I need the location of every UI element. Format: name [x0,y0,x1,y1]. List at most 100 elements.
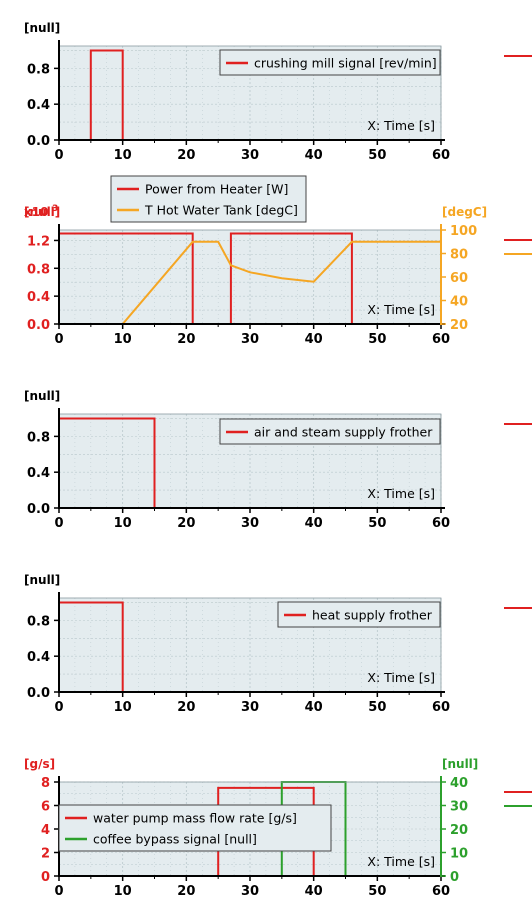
x-tick-label: 20 [177,516,195,531]
x-tick-label: 50 [368,148,386,163]
y2-axis-unit-label: [null] [442,757,478,771]
legend: heat supply frother [277,601,441,628]
y-axis-multiplier-label: x10 [24,205,48,219]
legend-label: Power from Heater [W] [145,182,288,197]
y2-tick-label: 80 [450,248,468,263]
y-axis-multiplier-exponent: 3 [52,204,58,214]
legend: air and steam supply frother [219,418,441,445]
legend-label: coffee bypass signal [null] [93,832,257,847]
y-tick-label: 0.0 [27,502,50,517]
chart-2: 0 10 20 30 40 50 60 0.0 0.4 0.8 1.2 [null]x10 3 20 40 6… [24,175,532,347]
y2-tick-label: 40 [450,295,468,310]
legend: water pump mass flow rate [g/s] coffee by… [58,804,332,852]
legend: crushing mill signal [rev/min] [219,49,441,76]
y-tick-label: 0.4 [27,290,50,305]
y-tick-label: 8 [41,776,50,791]
x-tick-label: 20 [177,700,195,715]
y-tick-label: 0.8 [27,62,50,77]
legend-label: T Hot Water Tank [degC] [144,203,298,218]
y-tick-label: 0.4 [27,466,50,481]
y-tick-label: 1.2 [27,234,50,249]
x-tick-label: 40 [305,516,323,531]
y-tick-label: 2 [41,847,50,862]
legend: Power from Heater [W] T Hot Water Tank [d… [110,175,307,223]
y2-axis-unit-label: [degC] [442,205,487,219]
y-axis-unit-label: [null] [24,21,60,35]
x-tick-label: 30 [241,516,259,531]
chart-4: 0 10 20 30 40 50 60 0.0 0.4 0.8 [null] X: Time [s] h… [24,573,532,715]
y2-tick-label: 60 [450,271,468,286]
x-tick-label: 0 [54,148,63,163]
x-tick-label: 0 [54,516,63,531]
y-tick-label: 0.8 [27,430,50,445]
chart-5: 0 10 20 30 40 50 6002468[g/s]010203040[null]X:… [24,757,532,899]
x-axis-label: X: Time [s] [367,854,435,869]
y-tick-label: 0.4 [27,98,50,113]
x-axis-label: X: Time [s] [367,302,435,317]
y-axis-unit-label: [g/s] [24,757,55,771]
y-tick-label: 0.0 [27,134,50,149]
y2-tick-label: 20 [450,823,468,838]
y2-tick-label: 20 [450,318,468,333]
legend-box [110,175,307,223]
y-axis-unit-label: [null] [24,205,60,219]
x-tick-label: 20 [177,148,195,163]
x-tick-label: 60 [432,700,450,715]
legend-box [219,418,441,445]
x-tick-label: 0 [54,700,63,715]
y2-tick-label: 30 [450,800,468,815]
x-tick-label: 50 [368,516,386,531]
x-tick-label: 50 [368,700,386,715]
legend-label: air and steam supply frother [254,425,433,440]
x-tick-label: 50 [368,884,386,899]
legend-label: water pump mass flow rate [g/s] [93,811,297,826]
x-tick-label: 30 [241,884,259,899]
series-line-2 [59,240,441,325]
x-tick-label: 50 [368,332,386,347]
legend-label: crushing mill signal [rev/min] [254,56,437,71]
y2-tick-label: 10 [450,847,468,862]
x-tick-label: 30 [241,148,259,163]
y-tick-label: 0.0 [27,686,50,701]
x-tick-label: 60 [432,148,450,163]
x-tick-label: 40 [305,884,323,899]
x-tick-label: 20 [177,884,195,899]
x-tick-label: 10 [114,148,132,163]
chart-3: 0 10 20 30 40 50 60 0.0 0.4 0.8 [null] X: Time [s] a… [24,389,532,531]
x-tick-label: 10 [114,516,132,531]
y-tick-label: 0.8 [27,614,50,629]
x-tick-label: 40 [305,148,323,163]
series-line-1 [59,232,441,325]
x-tick-label: 40 [305,700,323,715]
plot-area [59,230,441,324]
x-tick-label: 30 [241,332,259,347]
x-tick-label: 60 [432,884,450,899]
x-tick-label: 10 [114,700,132,715]
y-tick-label: 4 [41,823,50,838]
legend-box [219,49,441,76]
x-tick-label: 40 [305,332,323,347]
x-axis-label: X: Time [s] [367,670,435,685]
y-tick-label: 0.0 [27,318,50,333]
y2-tick-label: 100 [450,224,477,239]
x-tick-label: 0 [54,884,63,899]
chart-1: 0 10 20 30 40 50 60 0.0 0.4 0.8 [null] X: Time [s] c… [24,21,532,163]
y-tick-label: 0.4 [27,650,50,665]
y-tick-label: 6 [41,800,50,815]
x-tick-label: 0 [54,332,63,347]
y-tick-label: 0 [41,870,50,885]
y-axis-unit-label: [null] [24,573,60,587]
y2-tick-label: 0 [450,870,459,885]
x-tick-label: 10 [114,332,132,347]
x-tick-label: 30 [241,700,259,715]
x-axis-label: X: Time [s] [367,118,435,133]
x-axis-label: X: Time [s] [367,486,435,501]
y-tick-label: 0.8 [27,262,50,277]
x-tick-label: 60 [432,332,450,347]
legend-box [58,804,332,852]
x-tick-label: 20 [177,332,195,347]
y2-tick-label: 40 [450,776,468,791]
y-axis-unit-label: [null] [24,389,60,403]
legend-label: heat supply frother [312,608,433,623]
